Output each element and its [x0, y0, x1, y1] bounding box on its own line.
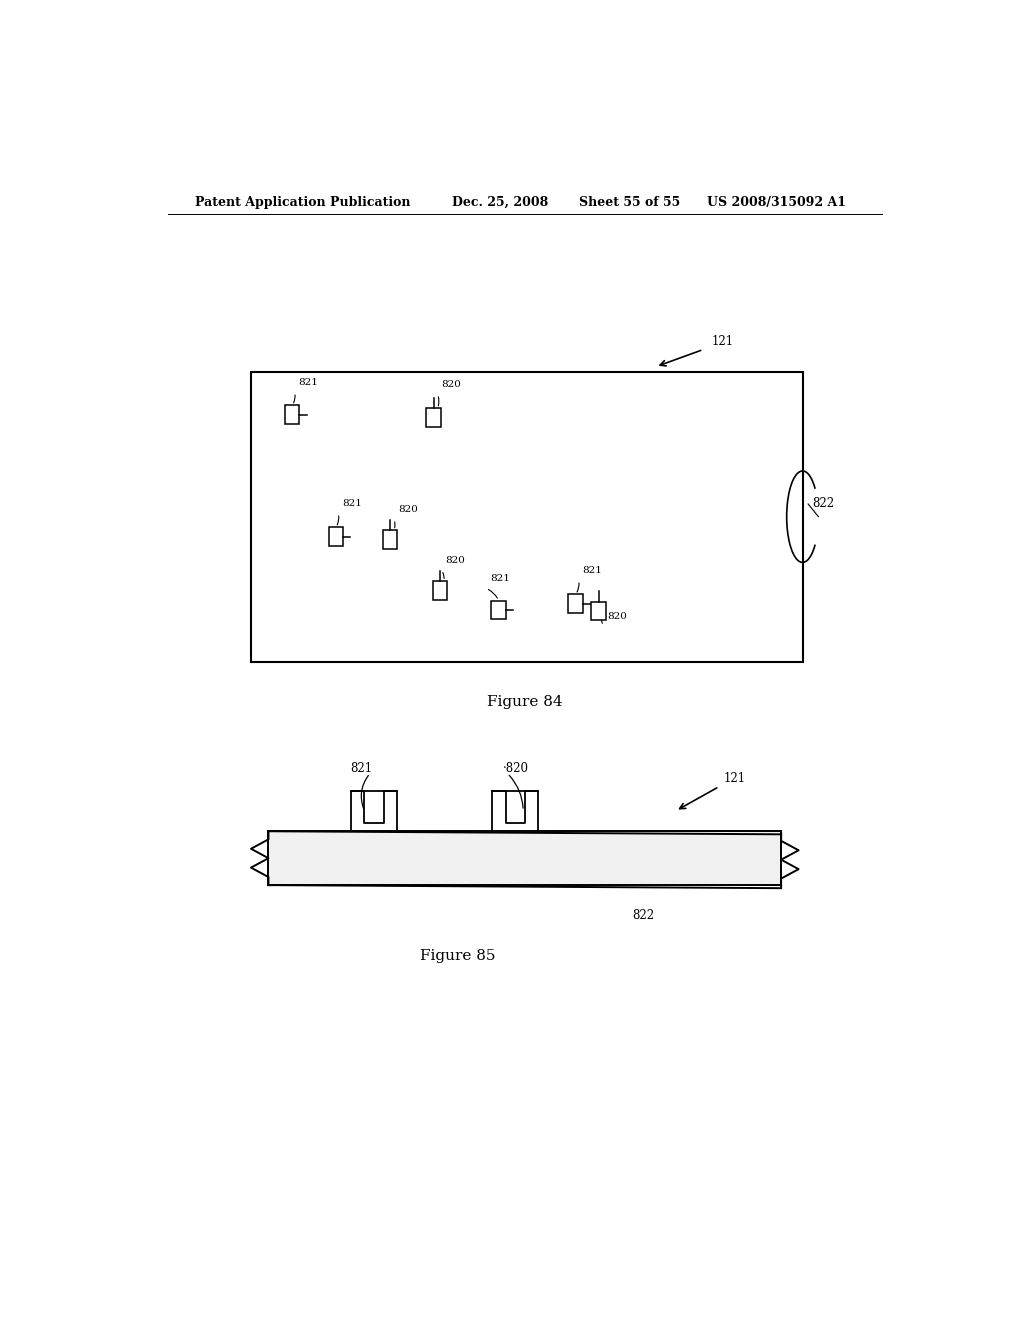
Bar — [383, 531, 397, 549]
Bar — [268, 832, 781, 886]
Text: 821: 821 — [299, 378, 318, 387]
Text: 822: 822 — [812, 498, 835, 511]
Text: Sheet 55 of 55: Sheet 55 of 55 — [579, 195, 680, 209]
Text: 820: 820 — [441, 380, 462, 389]
Text: 121: 121 — [712, 335, 733, 348]
Text: Figure 84: Figure 84 — [487, 696, 562, 709]
Text: 821: 821 — [342, 499, 362, 508]
Text: 820: 820 — [397, 506, 418, 515]
Text: 821: 821 — [350, 762, 373, 775]
Bar — [433, 581, 447, 599]
Bar — [492, 601, 506, 619]
Bar — [568, 594, 583, 612]
Text: 821: 821 — [583, 566, 602, 576]
Text: US 2008/315092 A1: US 2008/315092 A1 — [708, 195, 846, 209]
Text: Patent Application Publication: Patent Application Publication — [196, 195, 411, 209]
Text: ·820: ·820 — [504, 762, 529, 775]
Text: 820: 820 — [445, 556, 465, 565]
Bar — [592, 602, 606, 620]
Bar — [329, 528, 343, 545]
Text: 820: 820 — [607, 612, 628, 620]
Text: 121: 121 — [723, 772, 745, 785]
Bar — [285, 405, 299, 424]
Text: Dec. 25, 2008: Dec. 25, 2008 — [452, 195, 548, 209]
Bar — [426, 408, 440, 426]
Bar — [251, 372, 803, 661]
Text: 822: 822 — [633, 909, 655, 923]
Text: Figure 85: Figure 85 — [420, 949, 495, 964]
Text: 821: 821 — [489, 574, 510, 583]
